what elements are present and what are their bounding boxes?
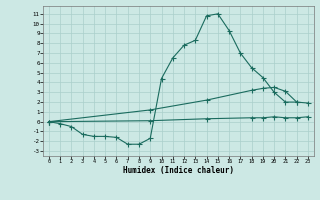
X-axis label: Humidex (Indice chaleur): Humidex (Indice chaleur) xyxy=(123,166,234,175)
